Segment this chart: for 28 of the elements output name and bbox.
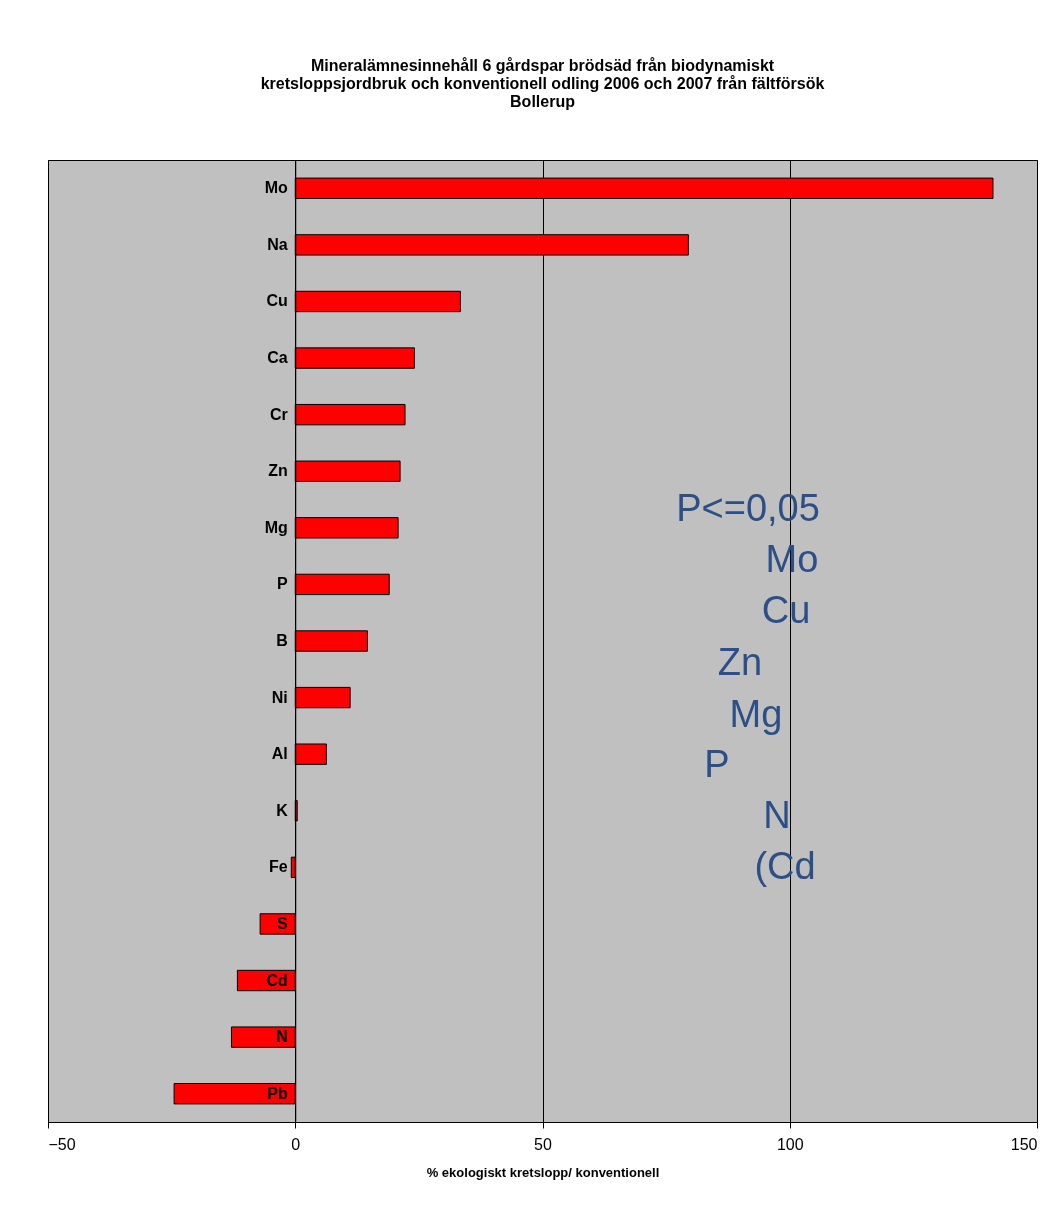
x-tick-label: 0 [291, 1135, 301, 1153]
y-tick-label: Mo [264, 179, 288, 197]
annotation: P [704, 743, 730, 785]
x-axis-title: % ekologiskt kretslopp/ konventionell [426, 1164, 660, 1180]
y-tick-label: Cd [266, 971, 288, 989]
x-tick-label: 150 [1010, 1135, 1038, 1153]
x-tick-label: 50 [534, 1135, 552, 1153]
y-tick-label: P [277, 575, 289, 593]
x-tick-label: −50 [48, 1135, 76, 1153]
y-tick-label: Pb [267, 1084, 288, 1102]
y-tick-label: S [277, 914, 289, 932]
y-tick-label: Ni [271, 688, 288, 706]
y-tick-label: Al [271, 745, 288, 763]
y-tick-label: B [276, 632, 288, 649]
chart-title: Mineralämnesinnehåll 6 gårdspar brödsäd från biodynamiskt kretsloppsjordbruk och konventionell odling 2006 och 2007 från fältförsök Bollerup [260, 57, 825, 110]
x-tick-label: 100 [776, 1135, 804, 1153]
annotation: N [763, 794, 791, 836]
y-tick-label: Cr [269, 405, 288, 423]
y-tick-label: Mg [264, 518, 288, 536]
y-tick-label: K [276, 801, 289, 819]
y-tick-label: Cu [266, 292, 288, 310]
y-tick-label: Zn [268, 462, 288, 480]
y-tick-label: Fe [269, 858, 288, 876]
y-tick-label: N [276, 1028, 288, 1046]
annotation: Zn [717, 641, 763, 683]
annotation: Mg [729, 693, 783, 735]
y-tick-label: Ca [267, 349, 288, 367]
y-tick-label: Na [267, 235, 288, 253]
